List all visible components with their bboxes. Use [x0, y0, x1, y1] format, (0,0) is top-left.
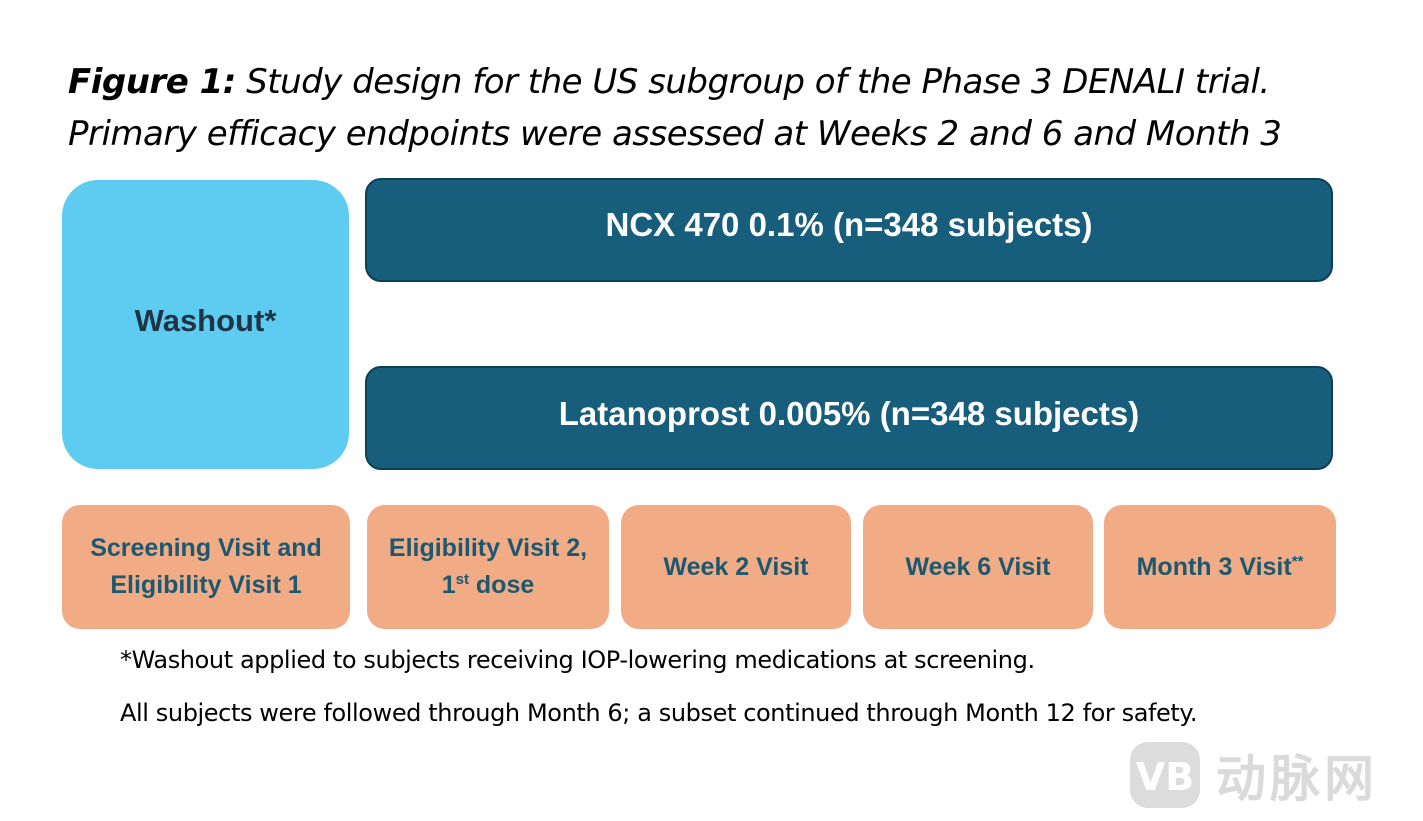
arm-label-ncx470: NCX 470 0.1% (n=348 subjects) — [605, 206, 1093, 243]
visit-month-3: Month 3 Visit** — [1104, 505, 1336, 629]
visit-screening: Screening Visit and Eligibility Visit 1 — [62, 505, 350, 629]
visit-week-2-label: Week 2 Visit — [663, 552, 809, 581]
visit-eligibility-dose-text: dose — [468, 571, 535, 599]
visit-screening-line2: Eligibility Visit 1 — [110, 571, 302, 599]
visit-month-3-marker: ** — [1291, 552, 1304, 570]
visit-week-6: Week 6 Visit — [863, 505, 1093, 629]
watermark: VB 动脉网 — [1128, 740, 1378, 810]
figure-caption-text: Study design for the US subgroup of the … — [68, 62, 1282, 154]
visit-eligibility-2: Eligibility Visit 2, 1st dose — [367, 505, 609, 629]
washout-box: Washout* — [62, 180, 349, 469]
watermark-logo-icon: VB — [1130, 742, 1200, 808]
treatment-arm-latanoprost: Latanoprost 0.005% (n=348 subjects) — [365, 366, 1333, 470]
visit-week-2: Week 2 Visit — [621, 505, 851, 629]
visit-screening-line1: Screening Visit and — [90, 534, 322, 562]
figure-label: Figure 1: — [68, 62, 236, 102]
visit-week-6-label: Week 6 Visit — [905, 552, 1051, 581]
arm-label-latanoprost: Latanoprost 0.005% (n=348 subjects) — [558, 395, 1140, 432]
followup-footnote: All subjects were followed through Month… — [120, 699, 1198, 727]
visit-eligibility-line1: Eligibility Visit 2, — [388, 534, 588, 562]
washout-footnote: *Washout applied to subjects receiving I… — [120, 646, 1035, 674]
visit-eligibility-dose-number: 1 — [441, 571, 456, 599]
watermark-logo-text: VB — [1136, 755, 1194, 799]
watermark-text: 动脉网 — [1216, 750, 1378, 808]
treatment-arm-ncx470: NCX 470 0.1% (n=348 subjects) — [365, 178, 1333, 282]
visit-month-3-label: Month 3 Visit — [1136, 552, 1292, 581]
figure-caption: Figure 1: Study design for the US subgro… — [68, 56, 1398, 160]
washout-label: Washout* — [134, 302, 277, 338]
visit-eligibility-dose-ordinal: st — [455, 571, 469, 588]
